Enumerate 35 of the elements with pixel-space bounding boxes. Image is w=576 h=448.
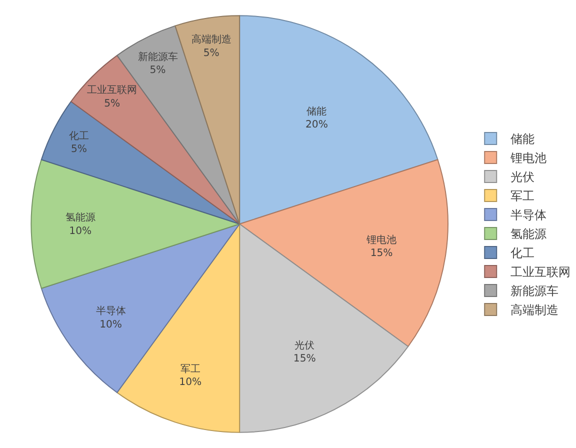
- data-label: 10%: [179, 377, 202, 388]
- data-label: 10%: [100, 319, 122, 330]
- pie-slice: [40, 224, 240, 394]
- slice-label: 工业互联网: [87, 84, 138, 96]
- data-label: 15%: [293, 353, 316, 364]
- legend-label: 光伏: [510, 170, 535, 184]
- slice-label: 光伏: [294, 339, 315, 352]
- slice-label: 高端制造: [191, 34, 232, 46]
- pie-slice: [239, 15, 438, 224]
- legend-label: 高端制造: [510, 303, 559, 318]
- pie-slice: [40, 101, 240, 224]
- slice-label: 军工: [180, 364, 200, 376]
- data-label: 5%: [150, 65, 166, 76]
- data-label: 5%: [203, 48, 220, 59]
- slice-label: 储能: [306, 105, 327, 118]
- data-label: 5%: [71, 144, 88, 155]
- legend-label: 军工: [510, 189, 535, 204]
- data-label: 20%: [305, 120, 328, 131]
- pie-slice: [31, 159, 240, 289]
- slice-label: 新能源车: [138, 51, 178, 64]
- slice-label: 锂电池: [366, 234, 397, 246]
- legend-label: 新能源车: [510, 284, 559, 298]
- data-label: 10%: [69, 226, 92, 237]
- pie-slice: [239, 224, 409, 433]
- legend-label: 锂电池: [510, 151, 547, 166]
- data-label: 5%: [104, 98, 121, 110]
- legend-label: 储能: [510, 132, 535, 146]
- legend-label: 半导体: [510, 208, 547, 222]
- slice-label: 氢能源: [65, 212, 96, 224]
- legend-label: 工业互联网: [510, 265, 571, 280]
- data-label: 15%: [370, 248, 394, 260]
- slice-label: 半导体: [96, 305, 126, 318]
- legend-label: 化工: [510, 246, 535, 260]
- slice-label: 化工: [69, 130, 90, 142]
- legend-label: 氢能源: [510, 227, 547, 242]
